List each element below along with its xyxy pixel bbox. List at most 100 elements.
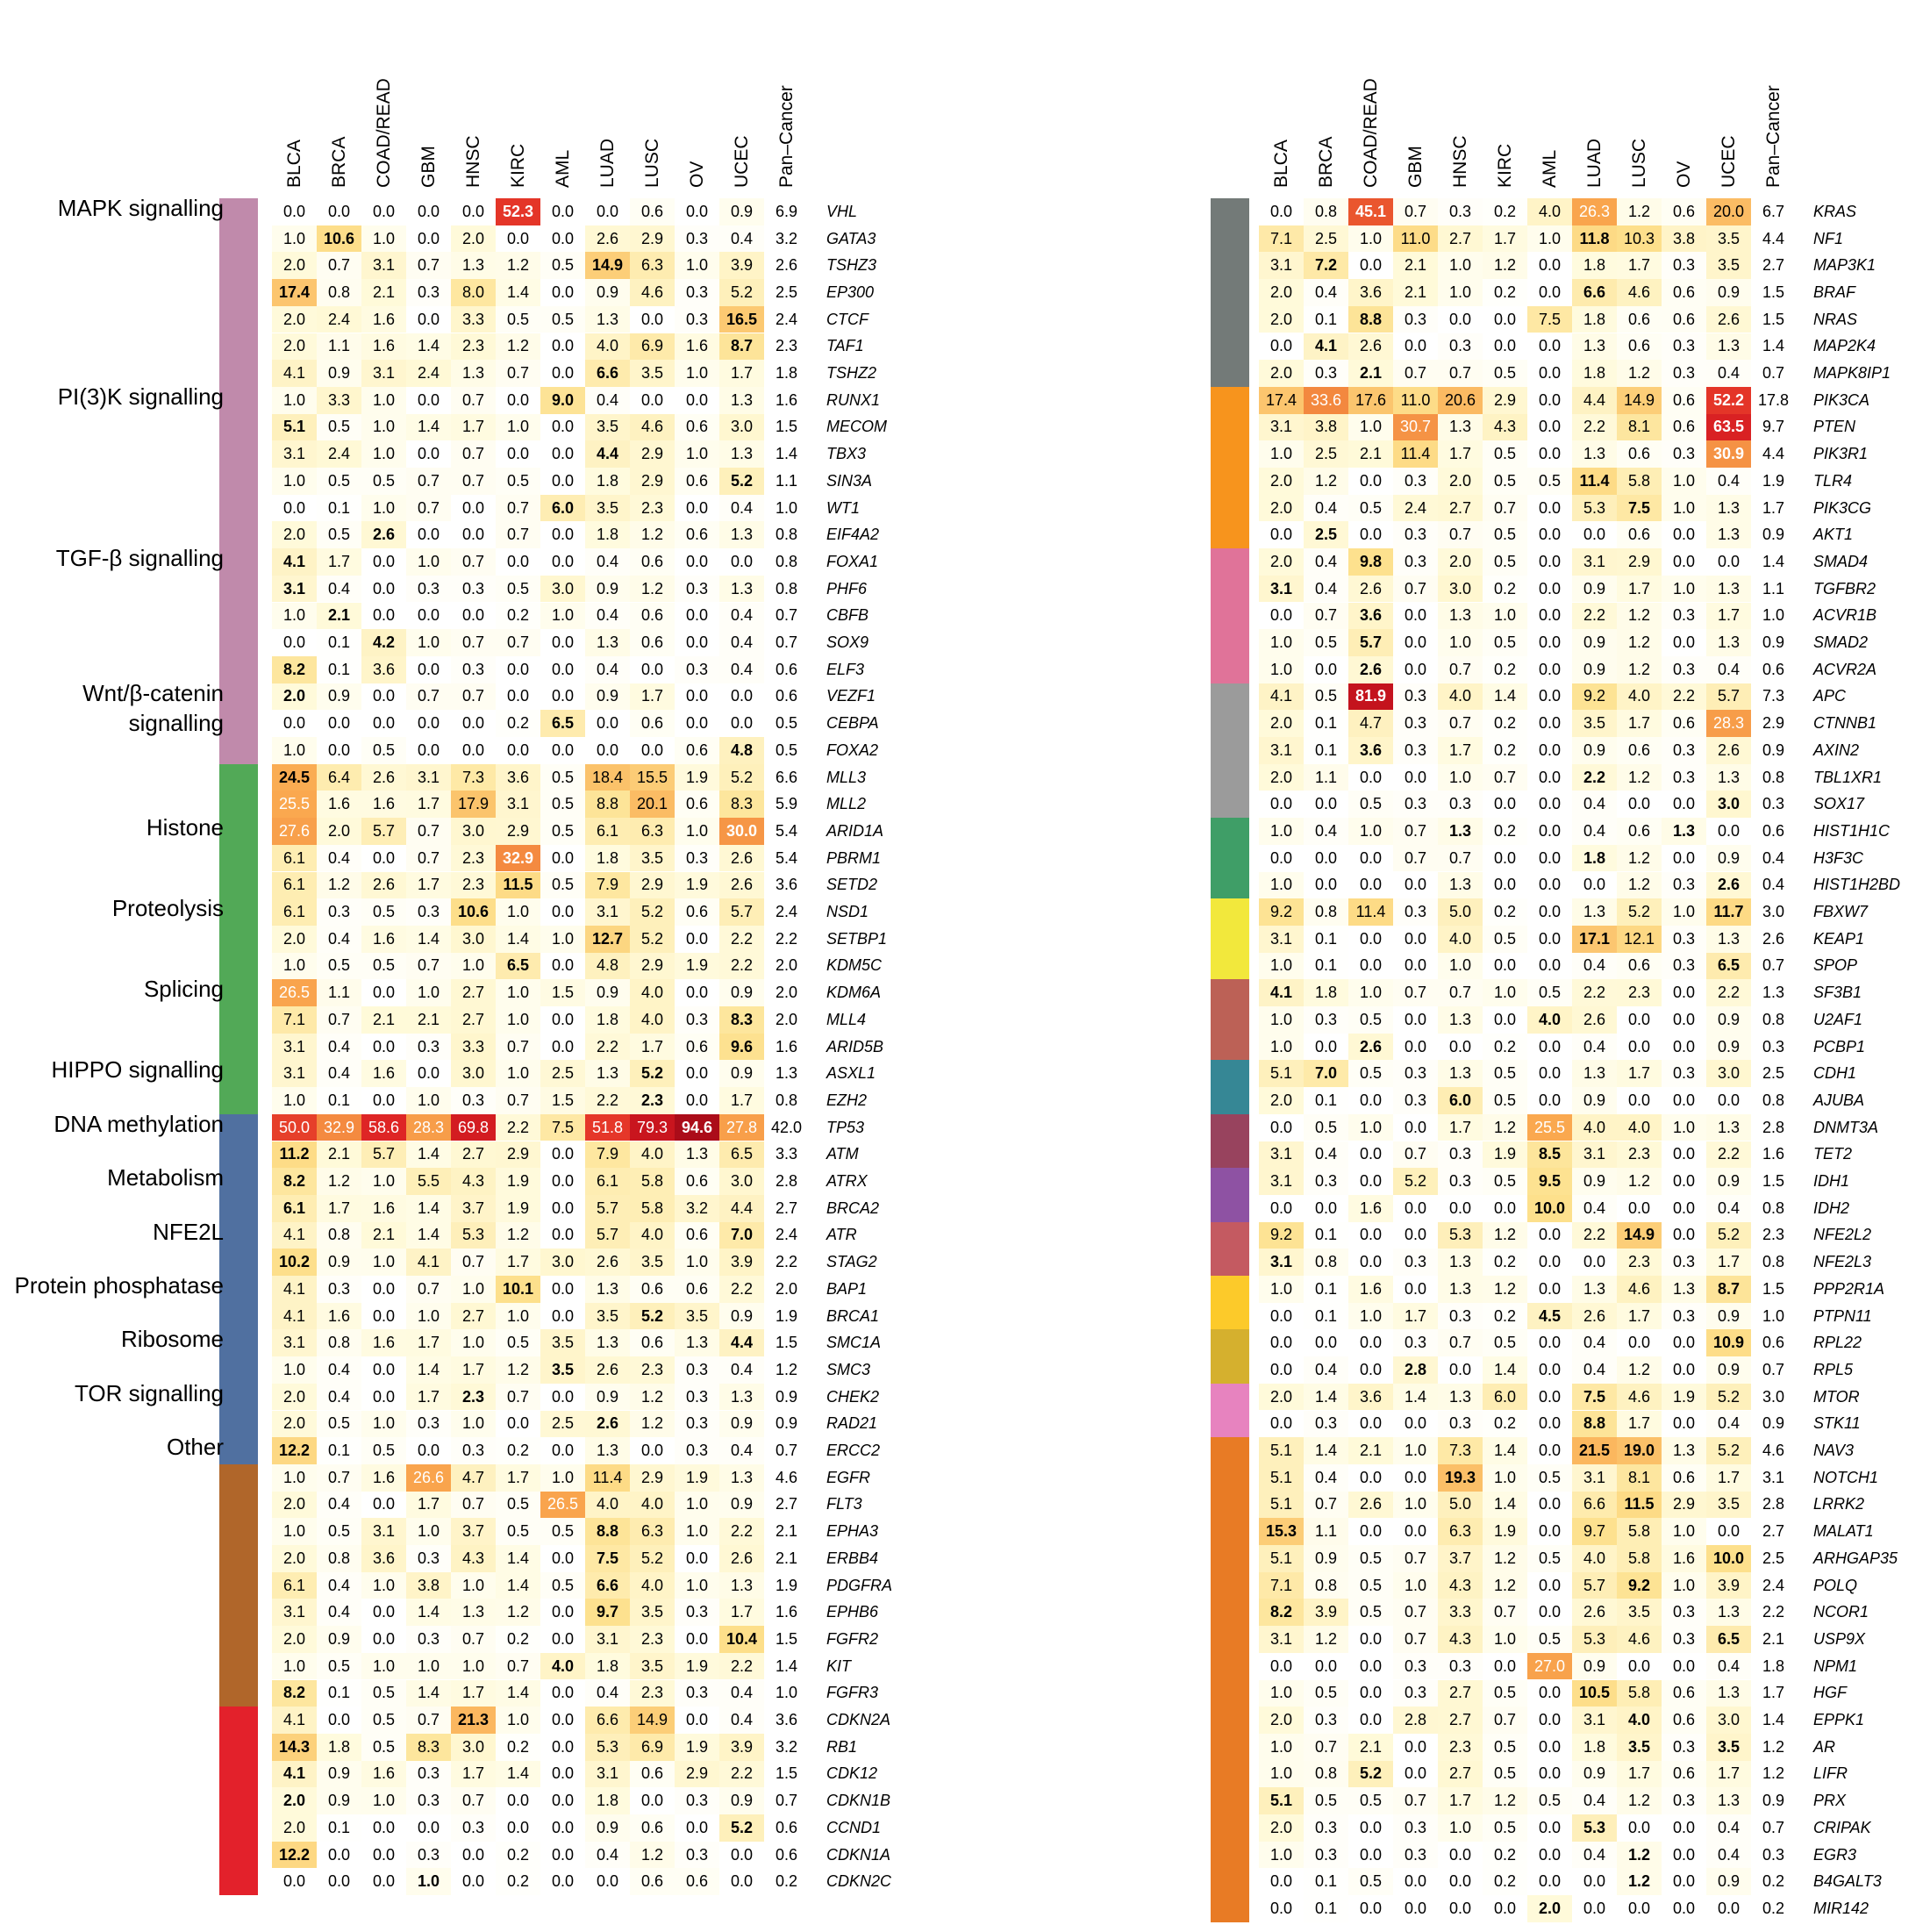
column-header: LUAD (585, 0, 630, 191)
heatmap-cell: 0.6 (1617, 737, 1662, 764)
heatmap-cell: 0.0 (1348, 1841, 1393, 1869)
heatmap-cell: 0.4 (719, 629, 764, 656)
heatmap-cell: 4.4 (585, 440, 630, 468)
heatmap-cell: 0.5 (1304, 629, 1348, 656)
heatmap-cell: 7.9 (585, 1141, 630, 1169)
heatmap-cell: 0.0 (540, 1814, 585, 1842)
heatmap-cell: 0.0 (1438, 1868, 1483, 1896)
heatmap-cell: 0.3 (451, 1087, 496, 1114)
heatmap-cell: 11.0 (1393, 225, 1438, 253)
heatmap-cell: 2.0 (775, 956, 798, 975)
heatmap-cell: 0.0 (1483, 1895, 1527, 1922)
heatmap-cell: 1.5 (775, 1334, 798, 1352)
heatmap-cell: 0.9 (1706, 1868, 1751, 1896)
heatmap-cell: 0.8 (775, 526, 798, 544)
group-color-bar (1211, 548, 1249, 683)
heatmap-cell: 30.0 (719, 818, 764, 845)
heatmap-cell: 0.0 (1483, 1652, 1527, 1680)
heatmap-cell: 4.0 (630, 1221, 675, 1249)
heatmap-cell: 0.0 (1483, 305, 1527, 333)
heatmap-cell: 15.5 (630, 763, 675, 791)
heatmap-cell: 1.0 (1348, 1113, 1393, 1141)
heatmap-cell: 0.3 (406, 1033, 451, 1061)
heatmap-cell: 2.1 (1393, 252, 1438, 280)
heatmap-cell: 0.0 (1617, 1652, 1662, 1680)
heatmap-cell: 5.2 (1393, 1168, 1438, 1195)
heatmap-cell: 0.0 (1304, 1194, 1348, 1222)
heatmap-cell: 0.7 (1393, 844, 1438, 872)
heatmap-cell: 8.1 (1617, 413, 1662, 441)
heatmap-cell: 1.3 (1438, 818, 1483, 845)
group-label: TGF-β signalling (55, 545, 224, 572)
heatmap-cell: 0.4 (1706, 655, 1751, 683)
heatmap-cell: 0.5 (1348, 1060, 1393, 1088)
heatmap-cell: 0.5 (1483, 1760, 1527, 1788)
heatmap-cell: 1.3 (585, 1060, 630, 1088)
group-label: Ribosome (120, 1326, 224, 1353)
heatmap-cell: 1.8 (1762, 1657, 1785, 1675)
heatmap-cell: 2.3 (630, 1087, 675, 1114)
heatmap-cell: 0.0 (1572, 1895, 1617, 1922)
heatmap-cell: 0.0 (1662, 1652, 1706, 1680)
heatmap-cell: 1.0 (1762, 1306, 1785, 1325)
heatmap-cell: 0.0 (1527, 871, 1572, 899)
heatmap-cell: 0.8 (317, 1545, 361, 1572)
heatmap-cell: 0.0 (1393, 1463, 1438, 1492)
heatmap-cell: 1.9 (1662, 1383, 1706, 1411)
heatmap-cell: 4.0 (630, 979, 675, 1006)
heatmap-cell: 1.5 (1762, 283, 1785, 301)
heatmap-cell: 3.9 (719, 1733, 764, 1761)
heatmap-cell: 2.0 (272, 305, 317, 333)
heatmap-cell: 0.6 (775, 1845, 798, 1864)
heatmap-cell: 0.8 (1762, 1199, 1785, 1217)
group-color-bar (1211, 1437, 1249, 1922)
heatmap-cell: 0.0 (1706, 818, 1751, 845)
heatmap-cell: 1.9 (675, 1463, 719, 1492)
heatmap-cell: 3.6 (361, 655, 406, 683)
group-color-bar (1211, 683, 1249, 819)
heatmap-cell: 0.3 (1662, 360, 1706, 387)
heatmap-cell: 3.1 (272, 1060, 317, 1088)
heatmap-cell: 5.2 (719, 279, 764, 306)
heatmap-cell: 0.6 (675, 413, 719, 441)
heatmap-cell: 0.5 (496, 1329, 540, 1357)
heatmap-cell: 0.7 (451, 386, 496, 414)
column-header-label: AML (1539, 149, 1560, 188)
heatmap-cell: 6.1 (272, 1571, 317, 1599)
heatmap-cell: 1.6 (361, 1463, 406, 1492)
heatmap-cell: 0.0 (675, 602, 719, 630)
gene-label: SMC3 (826, 1360, 871, 1378)
heatmap-cell: 0.3 (1438, 1168, 1483, 1195)
heatmap-cell: 0.0 (1527, 1276, 1572, 1303)
heatmap-cell: 0.4 (719, 655, 764, 683)
heatmap-cell: 0.6 (630, 1760, 675, 1788)
heatmap-cell: 1.1 (317, 333, 361, 361)
heatmap-cell: 1.3 (675, 1329, 719, 1357)
heatmap-cell: 0.3 (1393, 1814, 1438, 1842)
heatmap-cell: 0.7 (317, 1006, 361, 1034)
heatmap-cell: 0.6 (630, 602, 675, 630)
heatmap-cell: 6.3 (1438, 1518, 1483, 1545)
heatmap-cell: 7.1 (1259, 225, 1304, 253)
heatmap-cell: 1.3 (1438, 871, 1483, 899)
heatmap-cell: 0.7 (1762, 364, 1785, 383)
gene-label: KDM5C (826, 956, 883, 975)
heatmap-cell: 0.0 (1393, 1006, 1438, 1034)
heatmap-cell: 4.1 (1259, 979, 1304, 1006)
heatmap-cell: 0.6 (1662, 1760, 1706, 1788)
heatmap-cell: 2.9 (496, 1141, 540, 1169)
heatmap-cell: 2.3 (630, 1626, 675, 1653)
heatmap-cell: 5.1 (1259, 1545, 1304, 1572)
heatmap-cell: 17.6 (1348, 386, 1393, 414)
heatmap-cell: 0.0 (675, 629, 719, 656)
heatmap-cell: 3.9 (719, 252, 764, 280)
heatmap-cell: 4.4 (719, 1329, 764, 1357)
heatmap-cell: 4.6 (1617, 1276, 1662, 1303)
heatmap-cell: 3.0 (1438, 575, 1483, 603)
heatmap-cell: 0.0 (540, 1033, 585, 1061)
heatmap-cell: 7.0 (1304, 1060, 1348, 1088)
heatmap-cell: 2.5 (1304, 440, 1348, 468)
heatmap-cell: 1.7 (1762, 1684, 1785, 1702)
heatmap-cell: 0.2 (1483, 737, 1527, 764)
heatmap-cell: 1.6 (317, 1302, 361, 1330)
